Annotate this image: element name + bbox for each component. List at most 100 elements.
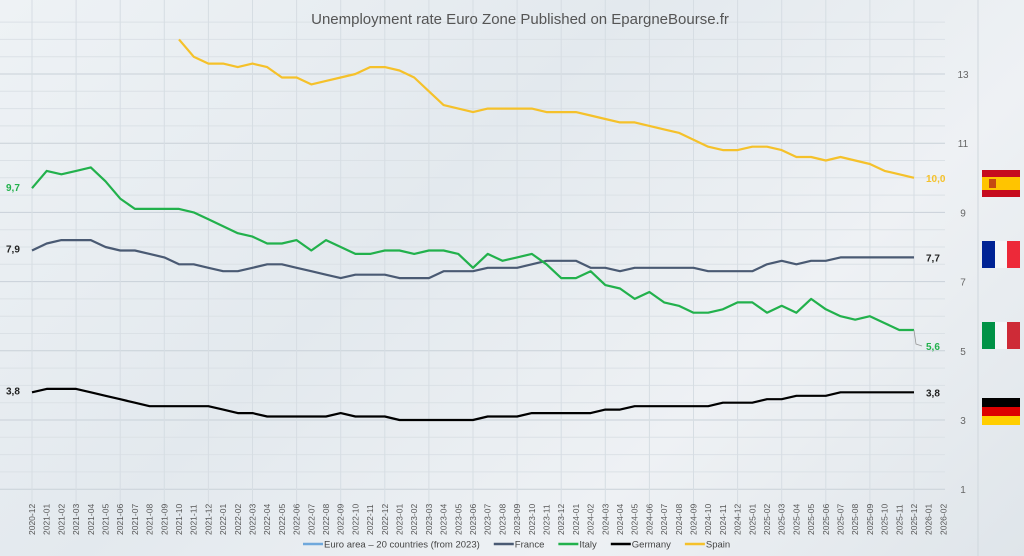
x-tick-label: 2023-11 bbox=[542, 504, 552, 535]
x-tick-label: 2022-06 bbox=[292, 504, 302, 535]
grid bbox=[0, 0, 979, 556]
x-tick-label: 2025-12 bbox=[909, 504, 919, 535]
x-tick-label: 2023-05 bbox=[453, 504, 463, 535]
legend-item: Euro area – 20 countries (from 2023) bbox=[303, 540, 480, 551]
x-tick-label: 2025-02 bbox=[762, 504, 772, 535]
x-tick-label: 2021-07 bbox=[130, 504, 140, 535]
x-tick-label: 2022-11 bbox=[365, 504, 375, 535]
x-tick-label: 2025-03 bbox=[777, 504, 787, 535]
x-tick-label: 2022-05 bbox=[277, 504, 287, 535]
series-line-france bbox=[31, 239, 914, 280]
x-tick-label: 2021-09 bbox=[159, 504, 169, 535]
legend-label: Euro area – 20 countries (from 2023) bbox=[324, 540, 480, 551]
y-tick-label: 11 bbox=[958, 139, 969, 150]
x-tick-label: 2023-04 bbox=[439, 504, 449, 535]
x-tick-label: 2023-08 bbox=[497, 504, 507, 535]
x-tick-label: 2026-02 bbox=[938, 504, 948, 535]
x-tick-label: 2025-04 bbox=[791, 504, 801, 535]
legend-item: Germany bbox=[610, 540, 671, 551]
x-tick-label: 2024-05 bbox=[630, 504, 640, 535]
legend-label: Spain bbox=[706, 540, 730, 551]
y-tick-label: 13 bbox=[957, 70, 969, 81]
x-tick-label: 2023-07 bbox=[483, 504, 493, 535]
x-tick-label: 2022-09 bbox=[336, 504, 346, 535]
x-axis: 2020-12 2021-01 2021-02 2021-03 2021-04 2021-… bbox=[27, 504, 948, 535]
x-tick-label: 2022-01 bbox=[218, 504, 228, 535]
x-tick-label: 2023-06 bbox=[468, 504, 478, 535]
legend-item: France bbox=[493, 540, 545, 551]
x-tick-label: 2024-03 bbox=[600, 504, 610, 535]
x-tick-label: 2022-10 bbox=[350, 504, 360, 535]
x-tick-label: 2021-05 bbox=[101, 504, 111, 535]
leader-line bbox=[913, 329, 923, 347]
x-tick-label: 2023-02 bbox=[409, 504, 419, 535]
x-tick-label: 2024-10 bbox=[703, 504, 713, 535]
y-tick-label: 9 bbox=[960, 208, 966, 219]
x-tick-label: 2023-12 bbox=[556, 504, 566, 535]
legend-label: France bbox=[515, 540, 545, 551]
data-labels: 7,7 7,9 5,6 9,7 3,8 3,8 10,0 bbox=[6, 174, 946, 400]
x-tick-label: 2024-11 bbox=[718, 504, 728, 535]
x-tick-label: 2022-08 bbox=[321, 504, 331, 535]
x-tick-label: 2025-01 bbox=[747, 504, 757, 535]
x-tick-label: 2024-07 bbox=[659, 504, 669, 535]
x-tick-label: 2024-08 bbox=[674, 504, 684, 535]
flags bbox=[982, 170, 1020, 425]
x-tick-label: 2021-04 bbox=[86, 504, 96, 535]
germany-flag-icon bbox=[982, 398, 1020, 425]
x-tick-label: 2021-10 bbox=[174, 504, 184, 535]
x-tick-label: 2022-04 bbox=[262, 504, 272, 535]
x-tick-label: 2025-05 bbox=[806, 504, 816, 535]
legend-item: Italy bbox=[558, 540, 597, 551]
start-label: 3,8 bbox=[6, 386, 20, 397]
x-tick-label: 2023-10 bbox=[527, 504, 537, 535]
x-tick-label: 2025-07 bbox=[836, 504, 846, 535]
end-label: 7,7 bbox=[926, 253, 940, 264]
x-tick-label: 2025-09 bbox=[865, 504, 875, 535]
x-tick-label: 2024-04 bbox=[615, 504, 625, 535]
spain-flag-icon bbox=[982, 170, 1020, 197]
x-tick-label: 2022-12 bbox=[380, 504, 390, 535]
x-tick-label: 2026-01 bbox=[924, 504, 934, 535]
x-tick-label: 2023-03 bbox=[424, 504, 434, 535]
y-tick-label: 3 bbox=[960, 416, 966, 427]
x-tick-label: 2021-02 bbox=[56, 504, 66, 535]
x-tick-label: 2022-07 bbox=[306, 504, 316, 535]
x-tick-label: 2021-01 bbox=[42, 504, 52, 535]
x-tick-label: 2025-11 bbox=[894, 504, 904, 535]
x-tick-label: 2025-06 bbox=[821, 504, 831, 535]
chart-title: Unemployment rate Euro Zone Published on… bbox=[311, 11, 729, 28]
legend-item: Spain bbox=[684, 540, 730, 551]
x-tick-label: 2021-11 bbox=[189, 504, 199, 535]
start-label: 7,9 bbox=[6, 244, 20, 255]
x-tick-label: 2021-08 bbox=[145, 504, 155, 535]
x-tick-label: 2021-03 bbox=[71, 504, 81, 535]
france-flag-icon bbox=[982, 241, 1020, 268]
series-line-spain bbox=[178, 38, 915, 179]
x-tick-label: 2024-09 bbox=[689, 504, 699, 535]
x-tick-label: 2022-03 bbox=[248, 504, 258, 535]
x-tick-label: 2024-12 bbox=[733, 504, 743, 535]
x-tick-label: 2025-10 bbox=[880, 504, 890, 535]
x-tick-label: 2025-08 bbox=[850, 504, 860, 535]
series-line-germany bbox=[31, 387, 914, 422]
italy-flag-icon bbox=[982, 322, 1020, 349]
x-tick-label: 2023-01 bbox=[395, 504, 405, 535]
y-tick-label: 1 bbox=[960, 485, 966, 496]
start-label: 9,7 bbox=[6, 183, 20, 194]
legend: Euro area – 20 countries (from 2023) Fran… bbox=[303, 540, 730, 551]
x-tick-label: 2020-12 bbox=[27, 504, 37, 535]
x-tick-label: 2021-06 bbox=[115, 504, 125, 535]
x-tick-label: 2023-09 bbox=[512, 504, 522, 535]
legend-label: Germany bbox=[632, 540, 671, 551]
y-tick-label: 7 bbox=[960, 278, 966, 289]
end-label: 10,0 bbox=[926, 174, 946, 185]
end-label: 3,8 bbox=[926, 388, 940, 399]
y-tick-label: 5 bbox=[960, 347, 966, 358]
x-tick-label: 2022-02 bbox=[233, 504, 243, 535]
x-tick-label: 2021-12 bbox=[203, 504, 213, 535]
legend-label: Italy bbox=[579, 540, 597, 551]
series-lines bbox=[31, 38, 915, 422]
